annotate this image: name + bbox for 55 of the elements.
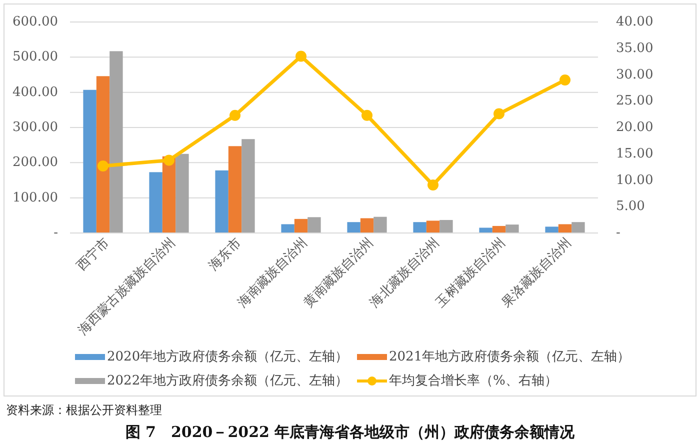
bar <box>492 226 506 233</box>
legend-label: 2022年地方政府债务余额（亿元、左轴） <box>107 372 348 388</box>
text: 图 7 2020－2022 年底青海省各地级市（州）政府债务余额情况 <box>125 423 576 441</box>
y2-tick-label: 35.00 <box>616 40 654 56</box>
legend-label: 2020年地方政府债务余额（亿元、左轴） <box>107 348 348 364</box>
y-tick-label: 600.00 <box>12 14 58 30</box>
bar <box>572 222 585 233</box>
y2-tick-label: 30.00 <box>616 67 654 82</box>
bar <box>294 218 308 233</box>
bar <box>149 172 162 233</box>
y2-tick-label: 40.00 <box>616 14 654 30</box>
bar <box>308 217 321 233</box>
point <box>362 110 372 121</box>
y2-tick-label: 20.00 <box>616 120 654 135</box>
y2-tick-label: 25.00 <box>616 94 654 109</box>
bar <box>558 224 572 233</box>
text: 资料来源：根据公开资料整理 <box>6 403 162 417</box>
y2-tick-label: 15.00 <box>616 146 654 162</box>
y2-tick-label: - <box>616 226 620 240</box>
bar <box>374 216 387 233</box>
point <box>428 179 438 190</box>
bar <box>506 224 519 233</box>
y-tick-label: 300.00 <box>12 120 58 135</box>
bar <box>215 170 228 233</box>
point <box>494 108 504 120</box>
y-tick-label: 500.00 <box>12 50 58 65</box>
x-tick-label: 海东市 <box>206 236 244 274</box>
bar <box>426 220 440 233</box>
bar <box>110 51 123 233</box>
bar <box>281 224 294 233</box>
bar <box>96 76 110 233</box>
y-tick-label: 400.00 <box>12 84 58 100</box>
x-tick-label: 西宁市 <box>73 234 112 274</box>
y2-tick-label: 5.00 <box>616 199 645 214</box>
y2-tick-label: 10.00 <box>616 172 654 188</box>
bar <box>228 146 242 233</box>
bar <box>479 228 492 233</box>
point <box>560 74 570 86</box>
point <box>164 154 174 166</box>
bar <box>413 222 426 233</box>
bar <box>176 154 189 233</box>
y-tick-label: - <box>54 226 58 240</box>
bar <box>360 218 374 233</box>
bar <box>545 226 558 233</box>
bar <box>347 222 360 233</box>
y-tick-label: 100.00 <box>12 190 58 206</box>
point <box>98 160 108 172</box>
point <box>296 50 306 62</box>
legend-label: 2021年地方政府债务余额（亿元、左轴） <box>389 348 630 364</box>
legend-label: 年均复合增长率（%、右轴） <box>389 372 558 388</box>
point <box>230 110 240 121</box>
bar <box>83 90 96 233</box>
bar <box>440 220 453 233</box>
y-tick-label: 200.00 <box>12 155 58 170</box>
bar <box>242 139 255 233</box>
